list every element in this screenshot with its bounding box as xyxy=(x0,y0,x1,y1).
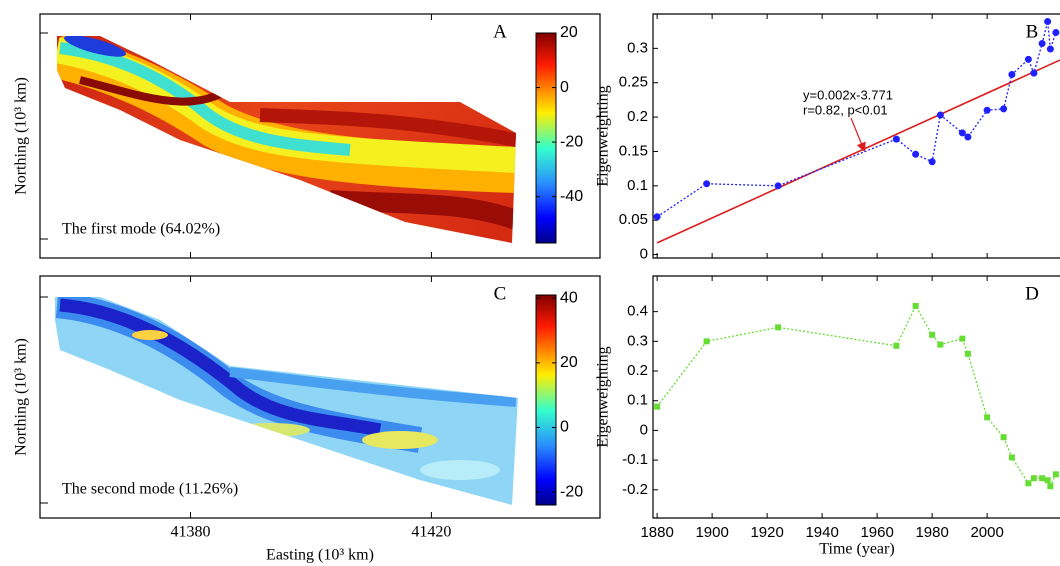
axes-frame xyxy=(652,13,1060,259)
data-point xyxy=(892,135,900,143)
annotation: r=0.82, p<0.01 xyxy=(803,102,888,117)
axes-frame xyxy=(39,13,601,259)
colorbar-tick-label: 0 xyxy=(560,79,569,96)
colorbar-frame xyxy=(535,32,557,244)
panel-label: B xyxy=(1026,21,1039,42)
data-point xyxy=(1047,483,1054,490)
y-tick-label: 0.3 xyxy=(627,332,648,349)
data-point xyxy=(775,324,782,331)
x-tick-label: 1880 xyxy=(640,524,673,541)
data-point xyxy=(1046,45,1054,53)
data-point xyxy=(964,133,972,141)
data-point xyxy=(928,158,936,166)
colorbar-tick-label: 0 xyxy=(560,419,569,436)
annotation: y=0.002x-3.771 xyxy=(803,87,893,102)
y-tick-label: 0 xyxy=(640,246,648,263)
y-tick-label: 0.4 xyxy=(627,303,648,320)
x-axis-label: Easting (10³ km) xyxy=(266,547,374,564)
colorbar-frame xyxy=(535,294,557,506)
data-point xyxy=(937,341,944,348)
x-tick-label: 41420 xyxy=(411,524,451,541)
colorbar-tick-label: 40 xyxy=(560,289,578,306)
y-tick-label: 0.1 xyxy=(627,392,648,409)
series-line xyxy=(656,21,1057,218)
colorbar xyxy=(536,33,556,243)
x-tick-label: 1900 xyxy=(695,524,728,541)
y-tick-label: 0.05 xyxy=(619,211,648,228)
data-point xyxy=(964,350,971,357)
axes-frame xyxy=(39,275,601,519)
annotation: The first mode (64.02%) xyxy=(62,221,220,238)
y-axis-label: Eigenweighting xyxy=(595,85,612,186)
data-point xyxy=(1025,480,1032,487)
data-point xyxy=(912,150,920,158)
data-point xyxy=(1008,70,1016,78)
annotation: The second mode (11.26%) xyxy=(62,481,238,498)
colorbar-tick-label: -20 xyxy=(560,133,583,150)
data-point xyxy=(1052,29,1060,37)
colorbar xyxy=(536,295,556,505)
colorbar-tick-label: -40 xyxy=(560,188,583,205)
y-axis-label: Northing (10³ km) xyxy=(13,77,30,195)
y-tick-label: 0.1 xyxy=(627,177,648,194)
y-axis-label: Northing (10³ km) xyxy=(13,338,30,456)
panel-label: D xyxy=(1025,283,1039,304)
y-tick-label: -0.1 xyxy=(622,451,648,468)
data-point xyxy=(774,182,782,190)
series-line xyxy=(656,304,1057,488)
x-tick-label: 1920 xyxy=(750,524,783,541)
data-point xyxy=(654,403,661,410)
x-tick-label: 1960 xyxy=(860,524,893,541)
data-point xyxy=(1030,69,1038,77)
data-point xyxy=(936,111,944,119)
data-point xyxy=(1024,55,1032,63)
y-tick-label: 0.2 xyxy=(627,362,648,379)
data-point xyxy=(653,213,661,221)
y-tick-label: 0.15 xyxy=(619,142,648,159)
y-tick-label: -0.2 xyxy=(622,481,648,498)
x-axis-label: Time (year) xyxy=(819,541,894,558)
data-point xyxy=(1052,471,1059,478)
data-point xyxy=(1039,475,1046,482)
data-point xyxy=(958,129,966,137)
data-point xyxy=(893,342,900,349)
data-point xyxy=(1044,18,1052,26)
trend-line xyxy=(656,59,1060,244)
y-axis-label: Eigenweighting xyxy=(595,346,612,447)
data-point xyxy=(1030,475,1037,482)
axes-frame xyxy=(652,275,1060,519)
data-point xyxy=(1044,477,1051,484)
x-tick-label: 41380 xyxy=(171,524,211,541)
colorbar-tick-label: 20 xyxy=(560,354,578,371)
data-point xyxy=(703,338,710,345)
x-tick-label: 1940 xyxy=(805,524,838,541)
data-point xyxy=(1038,40,1046,48)
data-point xyxy=(1000,105,1008,113)
data-point xyxy=(1000,434,1007,441)
y-tick-label: 0.25 xyxy=(619,74,648,91)
data-point xyxy=(929,331,936,338)
colorbar-tick-label: 20 xyxy=(560,24,578,41)
data-point xyxy=(984,414,991,421)
data-point xyxy=(983,106,991,114)
x-tick-label: 2000 xyxy=(970,524,1003,541)
panel-label: A xyxy=(493,21,507,42)
data-point xyxy=(959,335,966,342)
data-point xyxy=(1008,454,1015,461)
y-tick-label: 0.2 xyxy=(627,108,648,125)
x-tick-label: 1980 xyxy=(915,524,948,541)
data-point xyxy=(703,180,711,188)
colorbar-tick-label: -20 xyxy=(560,483,583,500)
map-y-ticks xyxy=(40,32,48,504)
y-tick-label: 0.3 xyxy=(627,39,648,56)
annotation-arrow xyxy=(850,117,866,153)
data-point xyxy=(912,302,919,309)
y-tick-label: 0 xyxy=(640,421,648,438)
panel-label: C xyxy=(494,283,507,304)
